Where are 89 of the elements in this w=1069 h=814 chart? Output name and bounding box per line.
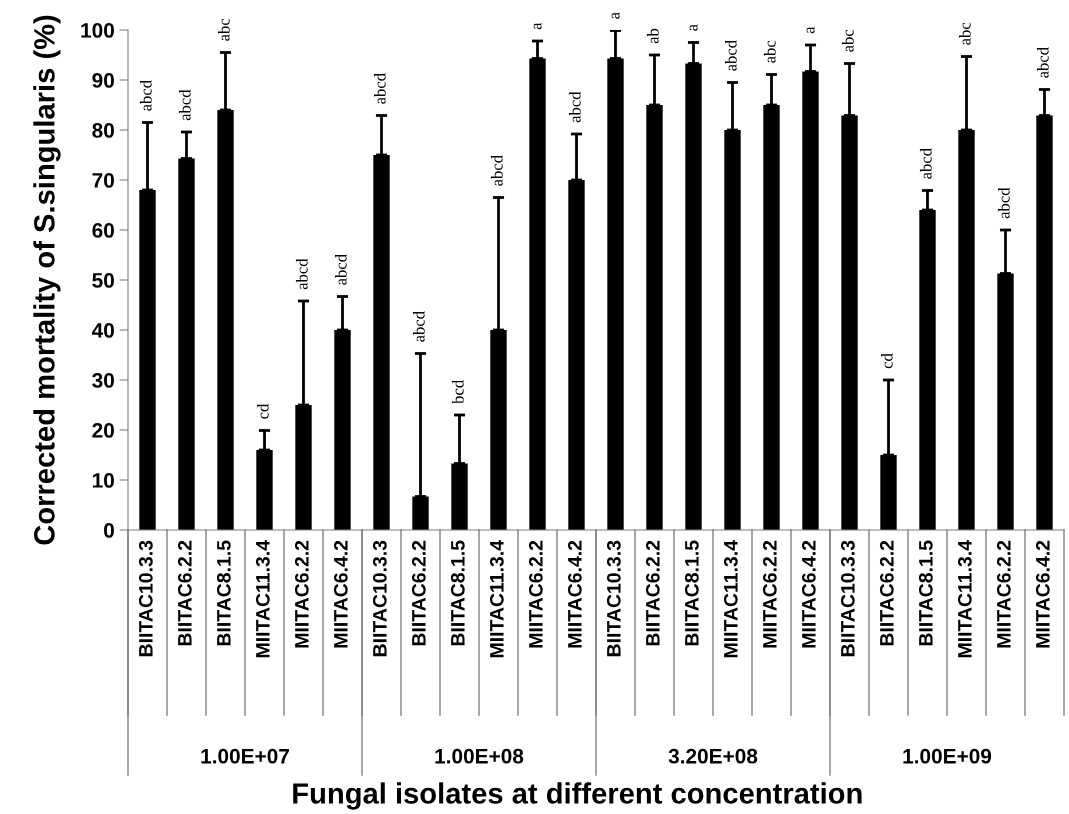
x-tick-label: MIITAC6.4.2 — [567, 540, 582, 648]
bar — [490, 330, 507, 530]
x-tick-label: BIITAC10.3.3 — [372, 540, 387, 657]
text: 1.00E+07 — [201, 748, 289, 764]
y-tick-label: 90 — [92, 73, 114, 88]
y-tick-label: 30 — [92, 373, 114, 388]
x-tick-label: BIITAC8.1.5 — [918, 540, 933, 646]
annotation: abcd — [178, 89, 191, 121]
x-tick-label: MIITAC6.2.2 — [996, 540, 1011, 648]
y-tick-label: 70 — [92, 173, 114, 188]
bar — [997, 273, 1014, 530]
y-tick-label: 50 — [92, 273, 114, 288]
x-tick-label: MIITAC6.4.2 — [333, 540, 348, 648]
y-tick-label: 40 — [91, 323, 114, 338]
annotation: ab — [646, 28, 659, 44]
x-tick-label: BIITAC10.3.3 — [840, 540, 855, 657]
annotation: abcd — [334, 254, 347, 285]
text: 1.00E+08 — [435, 748, 524, 764]
annotation: abcd — [997, 187, 1010, 219]
bar — [802, 71, 819, 530]
bar — [685, 63, 702, 530]
bar — [256, 450, 273, 530]
annotation: abcd — [139, 80, 152, 111]
x-tick-label: BIITAC8.1.5 — [450, 540, 465, 646]
annotation: a — [806, 26, 815, 34]
annotation: abcd — [373, 73, 386, 104]
bar — [880, 455, 897, 530]
bar — [217, 110, 234, 530]
bar — [958, 130, 975, 530]
x-tick-label: MIITAC11.3.4 — [255, 540, 270, 658]
x-tick-label: BIITAC6.2.2 — [411, 540, 426, 646]
bar — [607, 58, 624, 530]
y-tick-label: 60 — [92, 223, 114, 238]
bar — [646, 105, 663, 530]
y-tick-label: 10 — [92, 473, 114, 488]
annotation: abc — [958, 22, 971, 45]
bar — [919, 210, 936, 530]
x-tick-label: BIITAC6.2.2 — [879, 540, 894, 646]
bar — [763, 105, 780, 530]
text: 3.20E+08 — [668, 748, 758, 764]
annotation: abcd — [919, 148, 932, 179]
x-tick-label: BIITAC10.3.3 — [138, 540, 153, 657]
annotation: abcd — [412, 311, 425, 342]
annotation: abc — [763, 40, 776, 63]
bar — [841, 115, 858, 530]
x-tick-label: MIITAC11.3.4 — [489, 540, 504, 658]
bar — [568, 180, 585, 530]
x-axis-title: Fungal isolates at different concentration — [293, 782, 862, 810]
annotation: cd — [256, 403, 269, 419]
x-tick-label: BIITAC6.2.2 — [645, 540, 660, 646]
bar — [724, 130, 741, 530]
y-tick-label: 0 — [104, 523, 114, 538]
bar — [178, 158, 195, 530]
annotation: cd — [880, 353, 893, 369]
text: a — [611, 12, 620, 19]
x-tick-label: BIITAC6.2.2 — [177, 540, 192, 646]
x-tick-label: MIITAC6.2.2 — [762, 540, 777, 648]
annotation: abcd — [295, 258, 308, 290]
bar — [451, 463, 468, 530]
y-tick-label: 100 — [81, 23, 114, 38]
x-tick-label: MIITAC6.2.2 — [294, 540, 309, 648]
annotation: abcd — [568, 91, 581, 123]
bar — [529, 58, 546, 530]
bar — [295, 405, 312, 530]
x-tick-label: MIITAC11.3.4 — [957, 540, 972, 658]
bar — [373, 155, 390, 530]
annotation: a — [689, 24, 698, 31]
y-axis-title: Corrected mortality of S.singularis (%) — [33, 15, 61, 545]
annotation: abcd — [490, 155, 503, 186]
y-tick-label: 80 — [92, 123, 114, 138]
y-tick-label: 20 — [92, 423, 114, 438]
x-tick-label: BIITAC8.1.5 — [216, 540, 231, 646]
annotation: abc — [841, 29, 854, 52]
text: a — [533, 22, 542, 30]
annotation: bcd — [451, 380, 464, 404]
x-tick-label: BIITAC8.1.5 — [684, 540, 699, 646]
bar — [1036, 115, 1053, 530]
bar — [412, 496, 429, 530]
annotation: abc — [217, 18, 230, 41]
annotation: abcd — [724, 40, 737, 71]
x-tick-label: BIITAC10.3.3 — [606, 540, 621, 657]
bar — [334, 330, 351, 530]
text: 1.00E+09 — [903, 748, 992, 764]
x-tick-label: MIITAC6.2.2 — [528, 540, 543, 648]
x-tick-label: MIITAC6.4.2 — [801, 540, 816, 648]
bar — [139, 190, 156, 530]
annotation: abcd — [1036, 47, 1049, 78]
x-tick-label: MIITAC11.3.4 — [723, 540, 738, 658]
x-tick-label: MIITAC6.4.2 — [1035, 540, 1050, 648]
